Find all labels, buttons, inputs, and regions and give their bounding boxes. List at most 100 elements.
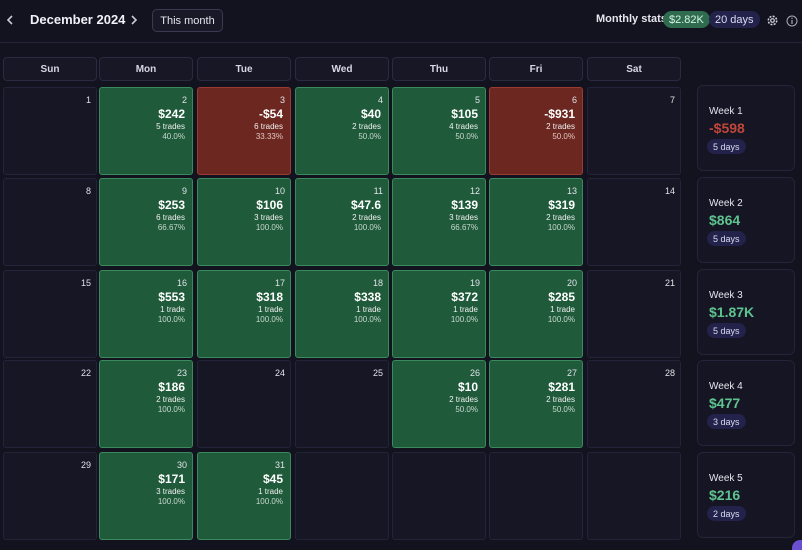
day-number: 29 [80, 460, 91, 470]
week-summary-card[interactable]: Week 5 $216 2 days [697, 452, 795, 538]
calendar-day-cell[interactable]: 12 $139 3 trades 66.67% [392, 178, 486, 266]
day-pnl: $338 [354, 290, 381, 304]
day-number: 5 [474, 95, 480, 105]
week-summary-card[interactable]: Week 4 $477 3 days [697, 360, 795, 446]
day-win-rate: 100.0% [157, 315, 185, 324]
day-number: 23 [176, 368, 187, 378]
calendar-day-cell[interactable]: 4 $40 2 trades 50.0% [295, 87, 389, 175]
week-label: Week 1 [709, 106, 743, 117]
calendar-day-cell[interactable]: 10 $106 3 trades 100.0% [197, 178, 291, 266]
weekday-header-tue: Tue [197, 57, 291, 81]
day-trade-count: 1 trade [160, 305, 185, 314]
calendar-toolbar: December 2024 This month Monthly stats: … [0, 0, 802, 42]
calendar-day-cell[interactable]: 6 -$931 2 trades 50.0% [489, 87, 583, 175]
calendar-day-cell[interactable]: 1 [3, 87, 97, 175]
calendar-day-cell[interactable]: 22 [3, 360, 97, 448]
calendar-day-cell[interactable]: 20 $285 1 trade 100.0% [489, 270, 583, 358]
calendar-day-cell[interactable]: 28 [587, 360, 681, 448]
weekday-header-sun: Sun [3, 57, 97, 81]
day-win-rate: 66.67% [157, 223, 185, 232]
calendar-day-cell[interactable] [489, 452, 583, 540]
day-win-rate: 100.0% [353, 315, 381, 324]
chevron-left-icon[interactable] [2, 12, 18, 28]
calendar-day-cell[interactable]: 9 $253 6 trades 66.67% [99, 178, 193, 266]
calendar-day-cell[interactable]: 24 [197, 360, 291, 448]
calendar-day-cell[interactable]: 30 $171 3 trades 100.0% [99, 452, 193, 540]
day-pnl: $47.6 [350, 198, 381, 212]
calendar-day-cell[interactable]: 14 [587, 178, 681, 266]
calendar-day-cell[interactable]: 25 [295, 360, 389, 448]
day-win-rate: 33.33% [255, 132, 283, 141]
calendar-day-cell[interactable]: 21 [587, 270, 681, 358]
day-pnl: $253 [158, 198, 185, 212]
week-pnl: $864 [709, 212, 741, 228]
calendar-day-cell[interactable]: 2 $242 5 trades 40.0% [99, 87, 193, 175]
day-number: 4 [377, 95, 383, 105]
info-icon[interactable] [786, 14, 798, 27]
week-summary-card[interactable]: Week 3 $1.87K 5 days [697, 269, 795, 355]
day-number: 18 [372, 278, 383, 288]
day-win-rate: 50.0% [455, 405, 478, 414]
calendar-day-cell[interactable]: 29 [3, 452, 97, 540]
calendar-day-cell[interactable]: 11 $47.6 2 trades 100.0% [295, 178, 389, 266]
day-trade-count: 3 trades [254, 213, 283, 222]
day-pnl: $139 [451, 198, 478, 212]
calendar-day-cell[interactable]: 8 [3, 178, 97, 266]
calendar-day-cell[interactable]: 26 $10 2 trades 50.0% [392, 360, 486, 448]
week-pnl: -$598 [709, 120, 745, 136]
day-number: 27 [566, 368, 577, 378]
day-trade-count: 3 trades [156, 487, 185, 496]
calendar-day-cell[interactable]: 5 $105 4 trades 50.0% [392, 87, 486, 175]
day-number: 12 [469, 186, 480, 196]
monthly-days-badge: 20 days [709, 11, 760, 28]
day-pnl: $372 [451, 290, 478, 304]
weekday-header-mon: Mon [99, 57, 193, 81]
week-label: Week 4 [709, 381, 743, 392]
day-trade-count: 6 trades [156, 213, 185, 222]
day-pnl: $281 [548, 380, 575, 394]
corner-accent [792, 540, 802, 550]
day-trade-count: 2 trades [546, 395, 575, 404]
calendar-day-cell[interactable]: 19 $372 1 trade 100.0% [392, 270, 486, 358]
calendar-day-cell[interactable]: 16 $553 1 trade 100.0% [99, 270, 193, 358]
calendar-day-cell[interactable]: 18 $338 1 trade 100.0% [295, 270, 389, 358]
calendar-day-cell[interactable]: 7 [587, 87, 681, 175]
day-win-rate: 100.0% [547, 315, 575, 324]
day-number: 7 [669, 95, 675, 105]
day-pnl: -$931 [544, 107, 575, 121]
day-trade-count: 2 trades [546, 213, 575, 222]
week-days-badge: 5 days [707, 323, 746, 338]
day-number: 15 [80, 278, 91, 288]
day-trade-count: 4 trades [449, 122, 478, 131]
calendar-day-cell[interactable] [587, 452, 681, 540]
this-month-button[interactable]: This month [152, 9, 223, 32]
day-win-rate: 50.0% [358, 132, 381, 141]
week-summary-card[interactable]: Week 1 -$598 5 days [697, 85, 795, 171]
day-win-rate: 100.0% [255, 497, 283, 506]
calendar-day-cell[interactable]: 13 $319 2 trades 100.0% [489, 178, 583, 266]
day-number: 1 [85, 95, 91, 105]
week-summary-card[interactable]: Week 2 $864 5 days [697, 177, 795, 263]
calendar-day-cell[interactable]: 17 $318 1 trade 100.0% [197, 270, 291, 358]
weekday-header-sat: Sat [587, 57, 681, 81]
calendar-day-cell[interactable]: 23 $186 2 trades 100.0% [99, 360, 193, 448]
calendar-day-cell[interactable] [392, 452, 486, 540]
day-number: 21 [664, 278, 675, 288]
week-days-badge: 2 days [707, 506, 746, 521]
day-number: 24 [274, 368, 285, 378]
chevron-right-icon[interactable] [126, 12, 142, 28]
calendar-day-cell[interactable]: 3 -$54 6 trades 33.33% [197, 87, 291, 175]
gear-icon[interactable] [766, 14, 779, 27]
calendar-day-cell[interactable]: 15 [3, 270, 97, 358]
calendar-day-cell[interactable]: 27 $281 2 trades 50.0% [489, 360, 583, 448]
day-trade-count: 2 trades [352, 122, 381, 131]
day-trade-count: 1 trade [550, 305, 575, 314]
weekday-header-fri: Fri [489, 57, 583, 81]
calendar-day-cell[interactable] [295, 452, 389, 540]
day-pnl: $186 [158, 380, 185, 394]
month-title: December 2024 [30, 12, 126, 27]
day-win-rate: 100.0% [450, 315, 478, 324]
calendar-day-cell[interactable]: 31 $45 1 trade 100.0% [197, 452, 291, 540]
day-pnl: $10 [457, 380, 478, 394]
day-win-rate: 100.0% [353, 223, 381, 232]
